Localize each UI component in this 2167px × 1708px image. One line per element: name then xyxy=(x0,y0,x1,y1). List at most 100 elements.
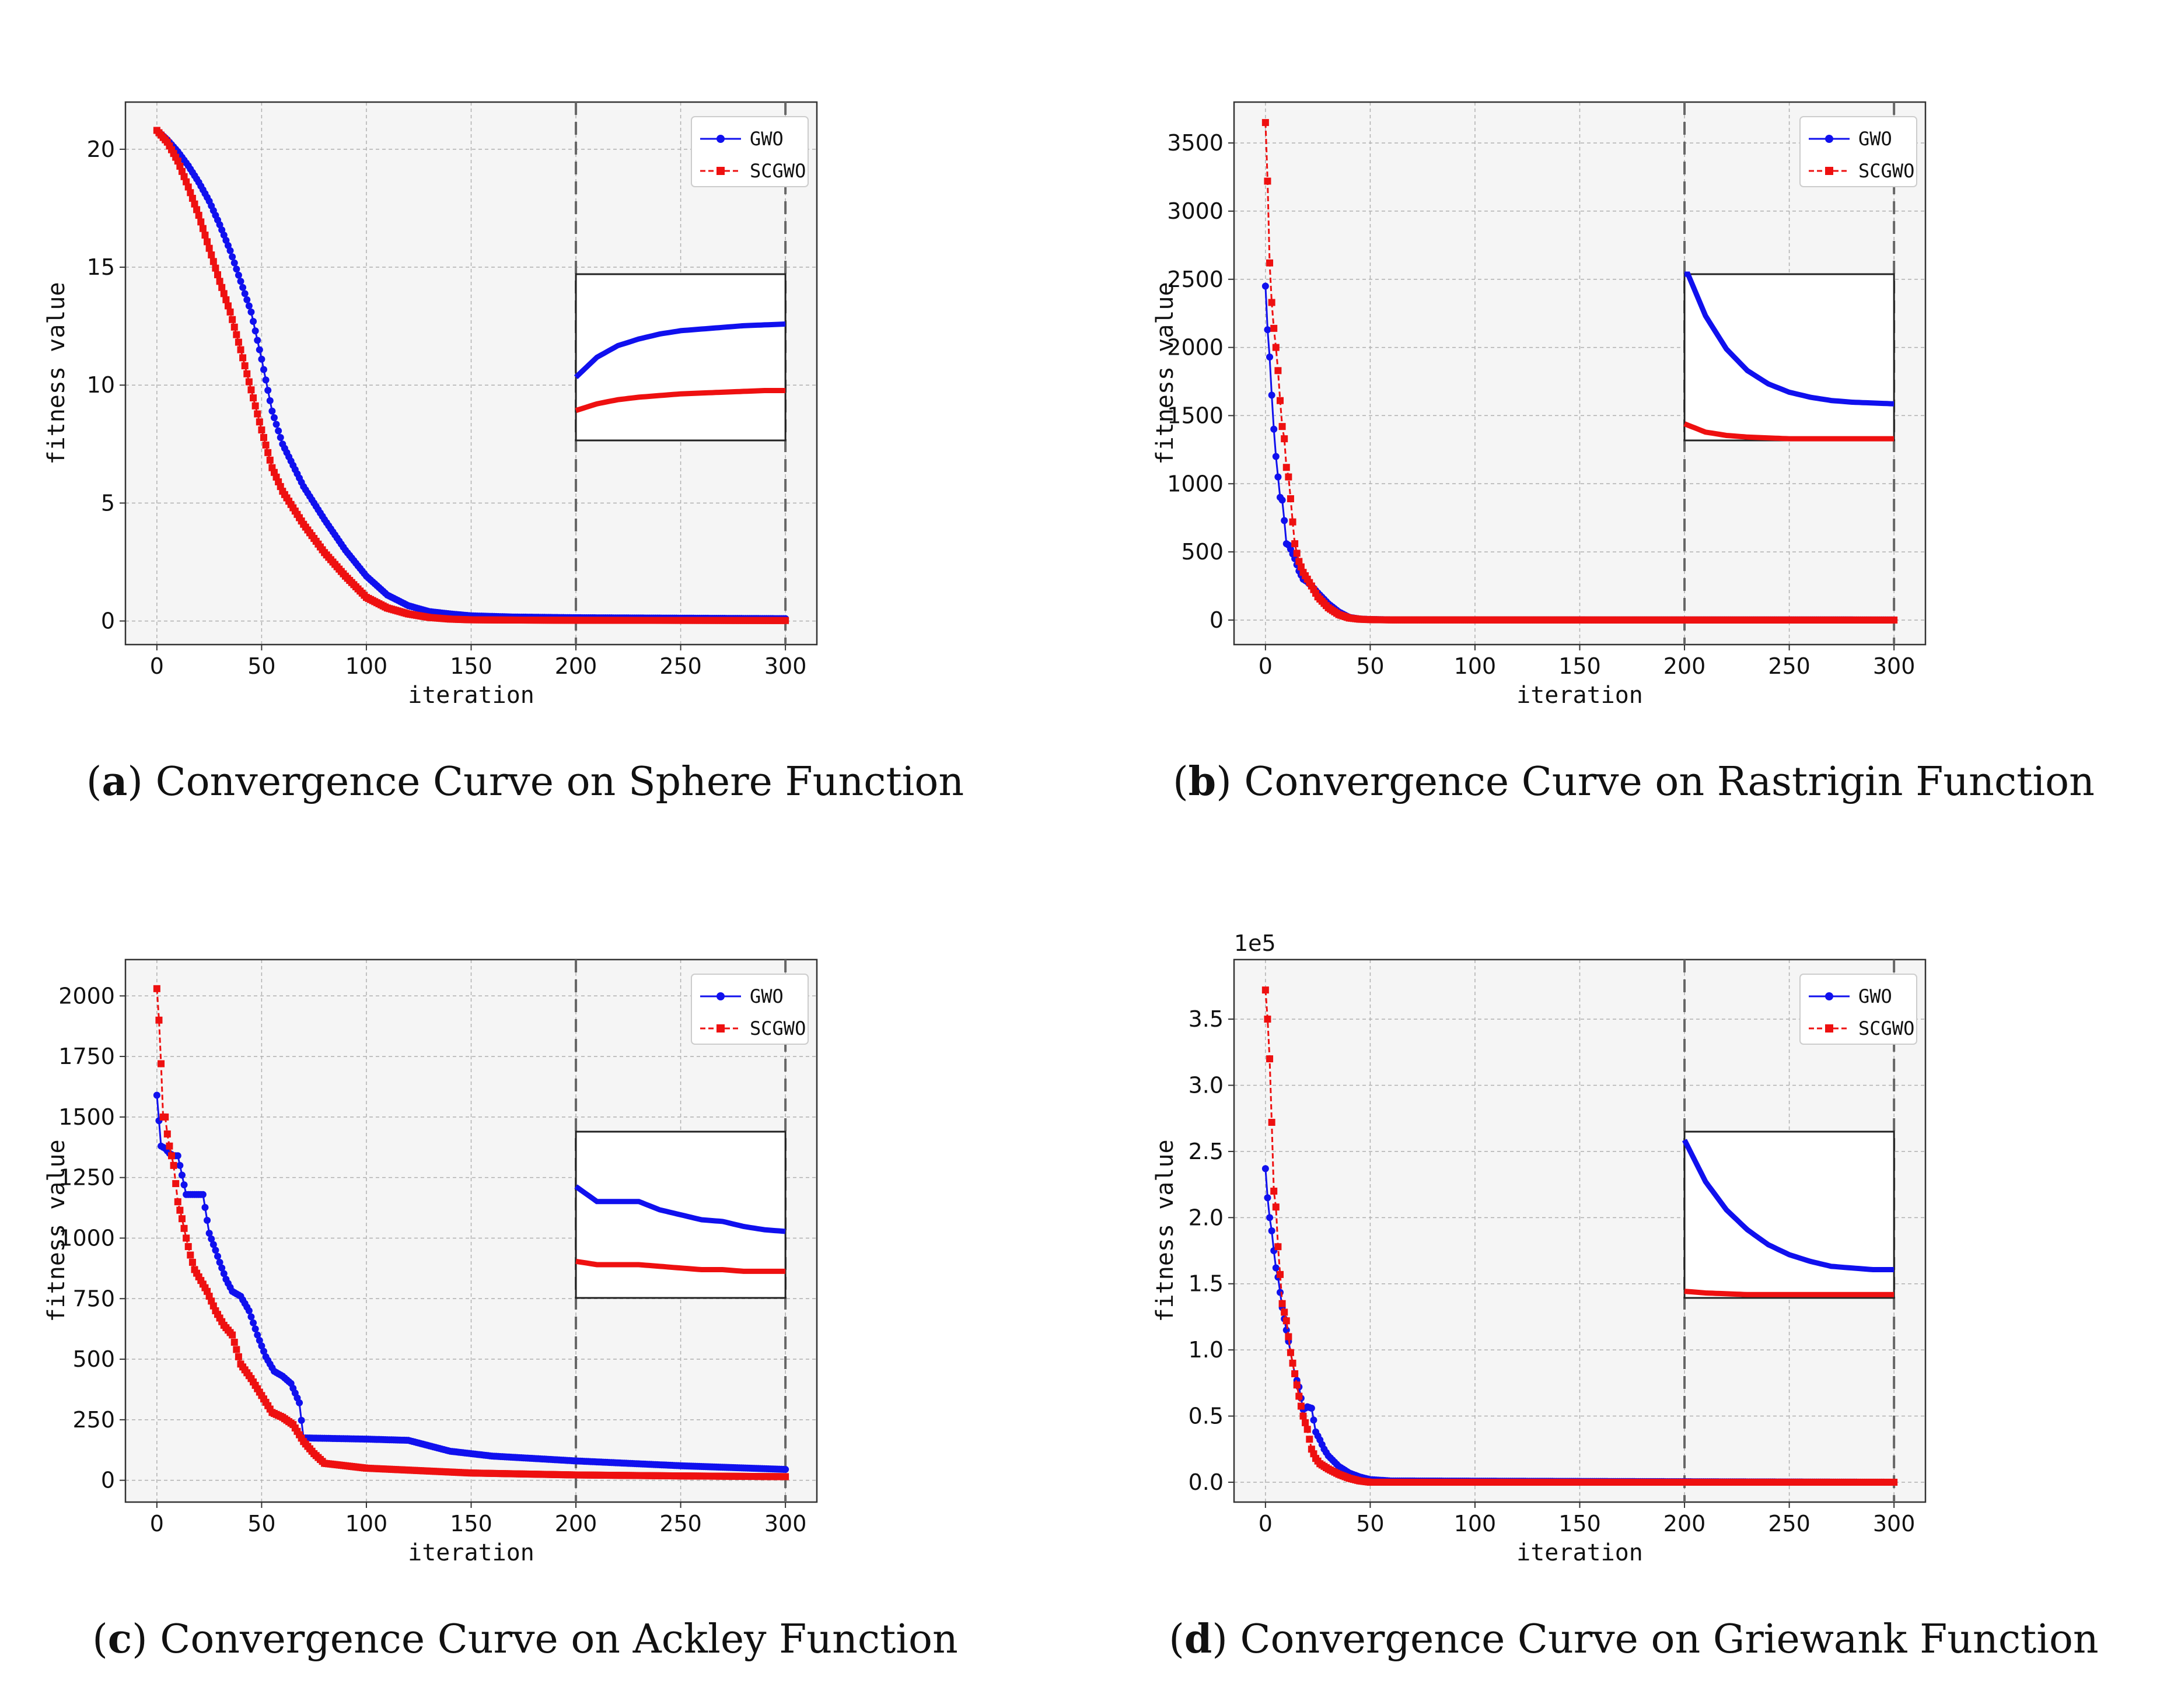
x-tick-label-c: 300 xyxy=(764,1511,807,1536)
x-tick-label-a: 0 xyxy=(150,653,164,679)
caption-text-a: Convergence Curve on Sphere Function xyxy=(155,759,964,805)
x-tick-label-b: 100 xyxy=(1454,653,1497,679)
scgwo-point-b xyxy=(1295,558,1303,565)
y-tick-label-c: 1250 xyxy=(58,1165,115,1191)
scgwo-point-a xyxy=(204,238,211,246)
y-tick-label-d: 2.5 xyxy=(1189,1139,1224,1164)
gwo-point-c xyxy=(153,1091,160,1099)
scgwo-point-b xyxy=(1291,540,1299,548)
plot-frame-b xyxy=(1233,101,1927,646)
scgwo-point-d xyxy=(1270,1187,1278,1195)
gwo-point-c xyxy=(209,1241,217,1248)
scgwo-point-b xyxy=(1274,367,1282,374)
scgwo-point-a xyxy=(226,308,234,316)
legend-label-gwo-b: GWO xyxy=(1858,128,1892,150)
gwo-point-a xyxy=(226,247,234,254)
scgwo-point-b xyxy=(1289,518,1296,526)
y-scale-label-d: 1e5 xyxy=(1234,930,1276,956)
scgwo-point-b xyxy=(1297,563,1305,570)
zoom-inset-a xyxy=(575,273,787,442)
legend-label-gwo-c: GWO xyxy=(750,985,784,1007)
scgwo-point-a xyxy=(195,212,202,219)
scgwo-point-d xyxy=(1291,1370,1299,1377)
gwo-point-c xyxy=(250,1319,257,1326)
gwo-point-c xyxy=(296,1399,303,1406)
caption-text-d: Convergence Curve on Griewank Function xyxy=(1240,1616,2099,1662)
scgwo-point-a xyxy=(208,251,215,259)
x-axis-label-a: iteration xyxy=(408,682,534,709)
x-tick-label-a: 300 xyxy=(764,653,807,679)
x-tick-label-d: 100 xyxy=(1454,1511,1497,1536)
gwo-point-d xyxy=(1272,1264,1280,1272)
x-tick-label-b: 50 xyxy=(1356,653,1384,679)
zoom-inset-b xyxy=(1683,273,1895,442)
scgwo-point-d xyxy=(1285,1333,1292,1340)
gwo-point-a xyxy=(262,376,270,384)
gwo-point-d xyxy=(1308,1404,1315,1412)
gwo-point-d xyxy=(1310,1416,1317,1424)
chart-panel-b: 0 50 100 150 200 250 300 0 500 1000 1500 2000 2500 30… xyxy=(1109,0,2159,850)
caption-text-c: Convergence Curve on Ackley Function xyxy=(160,1616,958,1662)
chart-b: 0 50 100 150 200 250 3000500100015002000250030… xyxy=(1152,101,1927,709)
x-tick-label-c: 250 xyxy=(659,1511,702,1536)
x-tick-label-a: 150 xyxy=(450,653,492,679)
gwo-point-a xyxy=(272,421,280,428)
y-tick-label-b: 1500 xyxy=(1167,402,1224,428)
gwo-point-b xyxy=(1278,496,1286,504)
scgwo-point-a xyxy=(256,418,263,426)
scgwo-point-b xyxy=(1264,177,1271,185)
scgwo-point-c xyxy=(183,1234,190,1242)
legend-label-scgwo-b: SCGWO xyxy=(1858,160,1914,182)
y-tick-label-d: 1.5 xyxy=(1189,1271,1224,1297)
scgwo-point-b xyxy=(1266,259,1274,267)
scgwo-point-a xyxy=(218,284,226,291)
caption-b: (b) Convergence Curve on Rastrigin Funct… xyxy=(1173,758,2095,805)
gwo-point-c xyxy=(247,1313,255,1321)
y-axis-label-a: fitness value xyxy=(43,282,70,464)
legend-marker-gwo-a xyxy=(716,135,725,143)
gwo-point-b xyxy=(1281,517,1288,524)
scgwo-point-c xyxy=(158,1060,165,1068)
gwo-point-c xyxy=(254,1331,261,1339)
scgwo-point-a xyxy=(254,410,261,418)
plot-frame-c xyxy=(124,958,818,1503)
scgwo-point-a xyxy=(199,225,207,232)
y-tick-label-c: 2000 xyxy=(58,983,115,1009)
x-tick-label-d: 0 xyxy=(1259,1511,1273,1536)
scgwo-point-a xyxy=(216,278,223,285)
x-tick-label-d: 300 xyxy=(1873,1511,1916,1536)
scgwo-point-c xyxy=(178,1215,186,1223)
zoom-scgwo-line-d xyxy=(1684,1289,1895,1297)
gwo-point-a xyxy=(256,346,263,354)
gwo-point-c xyxy=(180,1181,188,1189)
gwo-point-c xyxy=(205,1230,213,1237)
zoom-gwo-line-c xyxy=(574,1184,786,1234)
scgwo-point-d xyxy=(1289,1359,1296,1367)
legend-label-gwo-a: GWO xyxy=(750,128,784,150)
chart-a: 0 50 100 150 200 250 300 0 5 10 15 20 iteration fitne… xyxy=(43,101,818,709)
gwo-point-a xyxy=(235,271,242,279)
scgwo-point-b xyxy=(1285,473,1292,481)
scgwo-point-a xyxy=(201,232,209,239)
scgwo-point-a xyxy=(166,142,173,150)
x-tick-label-c: 0 xyxy=(150,1511,164,1536)
x-tick-label-a: 250 xyxy=(659,653,702,679)
gwo-point-a xyxy=(264,387,272,394)
scgwo-point-c xyxy=(229,1331,236,1339)
x-tick-label-c: 100 xyxy=(345,1511,388,1536)
gwo-point-a xyxy=(247,308,255,316)
scgwo-point-c xyxy=(184,1242,192,1250)
gwo-point-a xyxy=(243,296,251,303)
y-tick-label-d: 3.5 xyxy=(1189,1006,1224,1032)
scgwo-point-b xyxy=(1287,495,1294,502)
scgwo-point-b xyxy=(1270,324,1278,332)
scgwo-point-c xyxy=(180,1224,188,1232)
y-axis-label-b: fitness value xyxy=(1152,282,1179,464)
legend-marker-scgwo-c xyxy=(716,1024,725,1032)
x-tick-label-c: 50 xyxy=(247,1511,275,1536)
scgwo-point-a xyxy=(245,378,253,386)
scgwo-point-c xyxy=(172,1180,180,1188)
x-tick-label-d: 200 xyxy=(1663,1511,1706,1536)
scgwo-point-a xyxy=(187,189,194,197)
scgwo-point-d xyxy=(1272,1203,1280,1211)
